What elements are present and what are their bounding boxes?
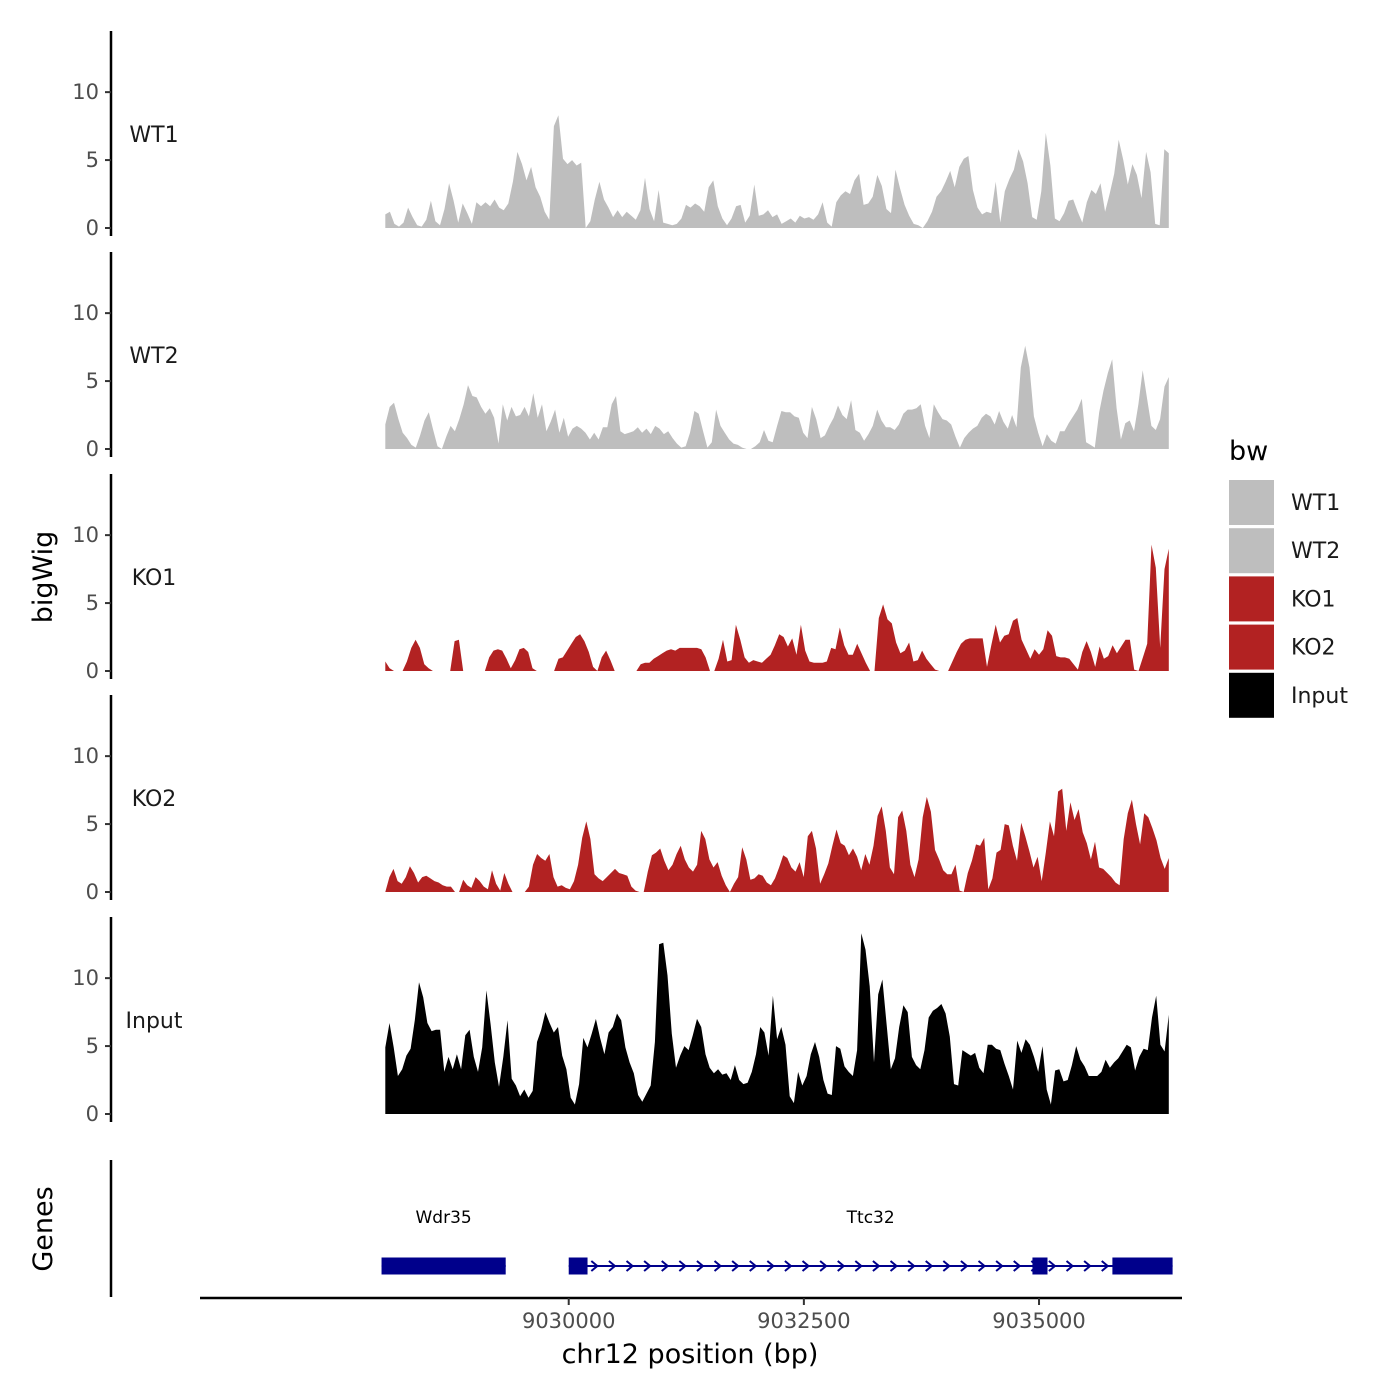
strand-chevron	[889, 1260, 899, 1272]
x-axis: 9030000 9032500 9035000	[200, 1296, 1182, 1333]
legend-label-wt2: WT2	[1291, 539, 1340, 564]
legend-label-wt1: WT1	[1291, 491, 1340, 516]
exon	[1112, 1257, 1173, 1275]
y-tick-label: 0	[86, 659, 99, 683]
y-tick-label: 10	[72, 523, 99, 547]
exon	[1032, 1257, 1048, 1275]
x-tick-label: 9035000	[992, 1309, 1086, 1333]
area-input	[385, 933, 1169, 1114]
y-tick-label: 5	[86, 148, 99, 172]
y-axis-title: bigWig	[28, 531, 59, 624]
strand-chevron	[678, 1260, 687, 1272]
exon	[381, 1257, 506, 1275]
y-tick-label: 10	[72, 966, 99, 990]
y-tick-label: 5	[86, 369, 99, 393]
track-label-wt2: WT2	[129, 344, 178, 369]
track-label-wt1: WT1	[129, 123, 178, 148]
legend-key-wt2	[1229, 528, 1274, 574]
strand-chevron	[854, 1260, 863, 1272]
gene-wdr35: Wdr35	[381, 1208, 506, 1275]
gene-label-wdr35: Wdr35	[416, 1208, 472, 1228]
legend-key-ko1	[1229, 576, 1274, 622]
strand-chevron	[713, 1260, 723, 1272]
strand-chevron	[590, 1260, 599, 1272]
strand-chevron	[1013, 1260, 1022, 1272]
strand-chevron	[837, 1260, 846, 1272]
track-ko1: 0 5 10 KO1	[72, 474, 1169, 683]
strand-chevron	[731, 1260, 740, 1272]
y-tick-label: 5	[86, 591, 99, 615]
track-label-ko1: KO1	[132, 566, 177, 591]
y-tick-label: 0	[86, 437, 99, 461]
track-ko2: 0 5 10 KO2	[72, 695, 1169, 904]
track-input: 0 5 10 Input	[72, 917, 1169, 1126]
legend-label-ko2: KO2	[1291, 636, 1336, 661]
x-axis-title: chr12 position (bp)	[562, 1339, 819, 1370]
strand-chevron	[960, 1260, 969, 1272]
strand-chevron	[977, 1260, 987, 1272]
strand-chevron	[766, 1260, 775, 1272]
strand-chevron	[625, 1260, 635, 1272]
area-wt2	[385, 345, 1169, 449]
track-label-input: Input	[126, 1009, 183, 1034]
strand-chevron	[1083, 1260, 1092, 1272]
strand-chevron	[925, 1260, 934, 1272]
strand-chevron	[1065, 1260, 1075, 1272]
legend-key-input	[1229, 672, 1274, 718]
genes-axis-title: Genes	[28, 1186, 59, 1271]
strand-chevron	[696, 1260, 705, 1272]
gene-track: Wdr35 Ttc32	[109, 1160, 1173, 1297]
legend-label-ko1: KO1	[1291, 587, 1336, 612]
legend-key-ko2	[1229, 624, 1274, 670]
strand-chevron	[661, 1260, 670, 1272]
strand-chevron	[784, 1260, 793, 1272]
y-tick-label: 5	[86, 812, 99, 836]
gene-label-ttc32: Ttc32	[846, 1208, 895, 1228]
strand-chevron	[608, 1260, 617, 1272]
strand-chevron	[942, 1260, 951, 1272]
strand-chevron	[1101, 1260, 1110, 1272]
strand-chevron	[819, 1260, 828, 1272]
strand-chevron	[801, 1260, 811, 1272]
area-ko1	[385, 544, 1169, 671]
exon	[568, 1257, 588, 1275]
strand-chevron	[749, 1260, 758, 1272]
strand-chevron	[643, 1260, 652, 1272]
x-tick-label: 9030000	[522, 1309, 616, 1333]
y-tick-label: 10	[72, 301, 99, 325]
y-tick-label: 0	[86, 216, 99, 240]
track-wt2: 0 5 10 WT2	[72, 252, 1169, 461]
track-label-ko2: KO2	[132, 787, 177, 812]
x-tick-label: 9032500	[757, 1309, 851, 1333]
y-tick-label: 0	[86, 880, 99, 904]
track-wt1: 0 5 10 WT1	[72, 31, 1169, 240]
legend: bw WT1 WT2 KO1 KO2 Input	[1229, 436, 1348, 718]
strand-chevron	[1048, 1260, 1057, 1272]
y-tick-label: 0	[86, 1102, 99, 1126]
gene-ttc32: Ttc32	[568, 1208, 1173, 1275]
y-tick-label: 10	[72, 80, 99, 104]
legend-key-wt1	[1229, 480, 1274, 525]
strand-chevron	[907, 1260, 916, 1272]
legend-label-input: Input	[1291, 684, 1348, 709]
area-wt1	[385, 115, 1169, 228]
y-tick-label: 5	[86, 1034, 99, 1058]
y-tick-label: 10	[72, 744, 99, 768]
legend-title: bw	[1229, 436, 1268, 467]
strand-chevron	[995, 1260, 1004, 1272]
strand-chevron	[872, 1260, 881, 1272]
bigwig-tracks: 0 5 10 WT1 0 5 10 WT2 0 5 10 KO1 0 5 10 KO2 0 5 10 Input	[72, 31, 1169, 1126]
area-ko2	[385, 788, 1169, 892]
